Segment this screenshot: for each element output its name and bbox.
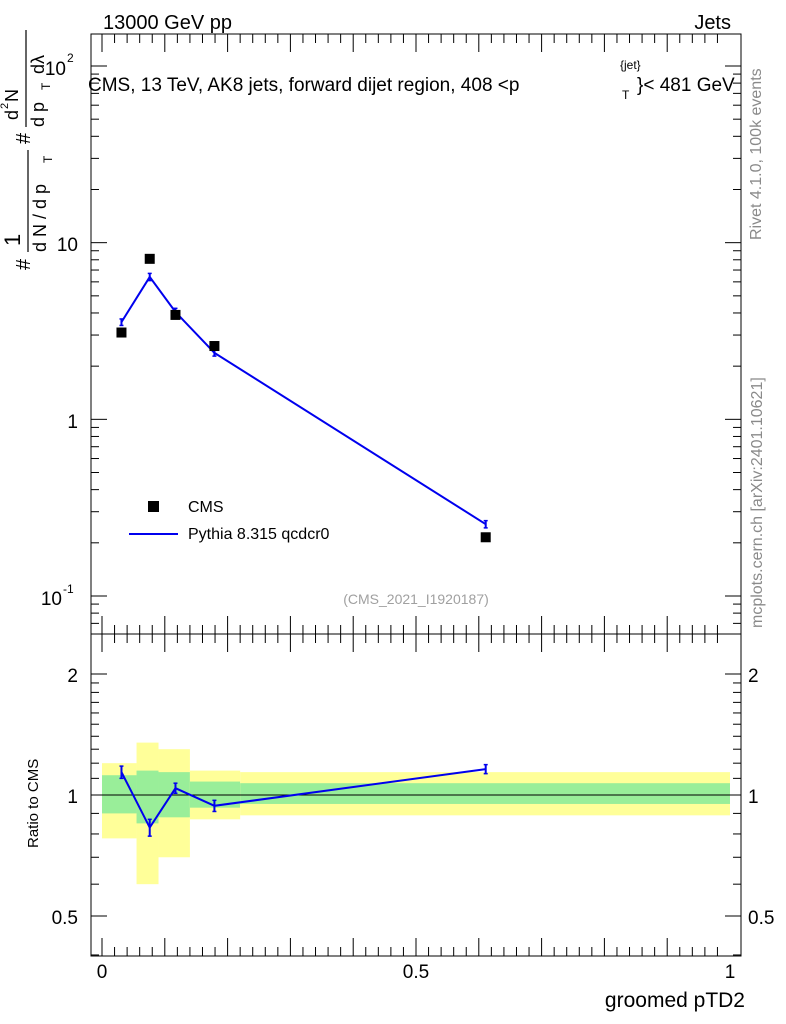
x-tick-labels: 0 0.5 1 — [97, 962, 736, 983]
ytick-label-10: 10 — [57, 235, 78, 256]
title-sub: T — [622, 88, 630, 102]
ylabel-dn-dpt: d N / d p — [30, 184, 50, 252]
ratio-ytick-right-2: 2 — [748, 666, 759, 687]
cms-data-point — [144, 253, 155, 264]
main-plot-frame — [90, 33, 742, 635]
ylabel-d2n: d — [2, 110, 22, 120]
ratio-series — [119, 763, 488, 837]
rivet-version-label: Rivet 4.1.0, 100k events — [748, 68, 765, 240]
ylabel-hash-1: # — [13, 258, 35, 270]
legend-pythia-label: Pythia 8.315 qcdcr0 — [188, 526, 330, 543]
ylabel-dpt: d p — [28, 102, 48, 127]
xtick-label-0: 0 — [97, 962, 108, 983]
x-axis-label: groomed pTD2 — [605, 989, 745, 1012]
legend-cms-label: CMS — [188, 499, 224, 516]
header-left: 13000 GeV pp — [103, 12, 232, 34]
ytick-label-100: 10 — [45, 59, 66, 80]
ytick-exp-0.1: -1 — [63, 582, 74, 596]
ratio-ytick-left-0.5: 0.5 — [52, 908, 78, 929]
ylabel-d2n-sup: 2 — [0, 103, 11, 109]
title-end: }< 481 GeV — [637, 75, 735, 96]
ratio-y-axis-label: Ratio to CMS — [25, 759, 42, 848]
main-plot-series — [116, 253, 491, 543]
ytick-label-0.1: 10 — [41, 589, 62, 610]
ratio-band-green — [240, 783, 730, 804]
ylabel-hash-2: # — [13, 132, 35, 144]
title-sup: {jet} — [620, 58, 641, 72]
analysis-id: (CMS_2021_I1920187) — [343, 591, 489, 607]
ratio-ytick-left-2: 2 — [67, 666, 78, 687]
ylabel-dpt-sub: T — [39, 82, 53, 90]
mcplots-source-label: mcplots.cern.ch [arXiv:2401.10621] — [749, 377, 766, 628]
cms-data-point — [480, 532, 491, 543]
ylabel-one: 1 — [0, 234, 25, 246]
ratio-bands — [102, 742, 730, 885]
ratio-y-tick-labels: 0.5 1 2 0.5 1 2 — [52, 666, 775, 929]
ratio-ytick-right-0.5: 0.5 — [748, 908, 774, 929]
main-y-tick-labels: 10 -1 1 10 10 2 — [41, 51, 78, 610]
cms-data-point — [170, 309, 181, 320]
main-y-axis-label: # 1 d N / d p T # d 2 N d p T dλ — [0, 30, 55, 270]
main-plot-title: CMS, 13 TeV, AK8 jets, forward dijet reg… — [88, 58, 735, 102]
xtick-label-1: 1 — [725, 962, 736, 983]
legend: CMS Pythia 8.315 qcdcr0 — [129, 499, 330, 543]
ytick-label-1: 1 — [67, 412, 78, 433]
header-right: Jets — [694, 12, 731, 34]
main-plot-ticks — [91, 34, 741, 634]
cms-data-point — [116, 327, 127, 338]
ylabel-dn-dpt-sub: T — [41, 155, 55, 163]
xtick-label-0.5: 0.5 — [403, 962, 429, 983]
title-main: CMS, 13 TeV, AK8 jets, forward dijet reg… — [88, 75, 519, 96]
ratio-ytick-right-1: 1 — [748, 787, 759, 808]
ratio-ytick-left-1: 1 — [67, 787, 78, 808]
ratio-band-green — [102, 775, 137, 814]
legend-cms-marker — [148, 501, 159, 512]
ylabel-n: N — [2, 89, 22, 102]
ratio-plot-ticks — [91, 634, 741, 956]
cms-data-point — [209, 341, 220, 352]
ylabel-dlambda: dλ — [28, 55, 48, 74]
ratio-band-green — [136, 770, 159, 824]
ytick-exp-100: 2 — [67, 51, 74, 65]
